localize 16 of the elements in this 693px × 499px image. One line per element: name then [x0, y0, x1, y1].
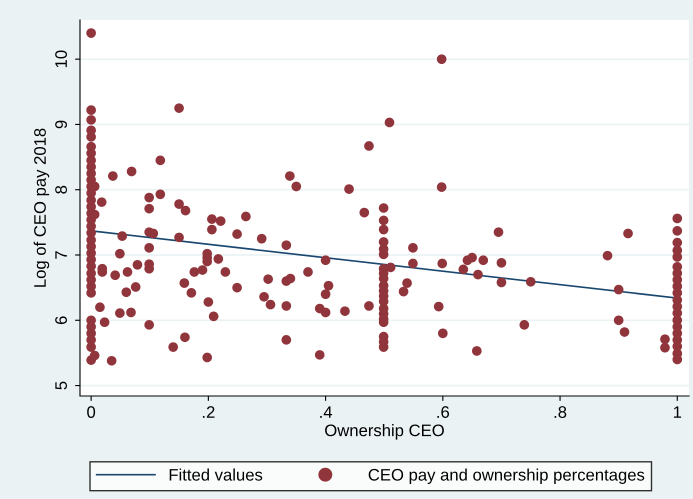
x-tick-label: .8	[554, 406, 566, 418]
y-tick-label: 5	[55, 382, 67, 390]
legend-label: CEO pay and ownership percentages	[368, 468, 644, 484]
y-tick-label: 9	[55, 120, 67, 128]
x-tick-label: 0	[87, 406, 96, 418]
x-tick-label: .4	[320, 406, 332, 418]
x-tick-label: .6	[437, 406, 450, 418]
x-tick-label: .2	[202, 406, 214, 418]
x-axis-title: Ownership CEO	[325, 424, 444, 440]
x-tick-label: 1	[674, 406, 682, 418]
legend-label: Fitted values	[170, 468, 262, 481]
y-tick-label: 10	[55, 50, 67, 68]
y-tick-label: 8	[55, 186, 67, 194]
y-tick-label: 6	[55, 316, 67, 324]
y-axis-title: Log of CEO pay 2018	[34, 128, 50, 287]
y-tick-label: 7	[55, 251, 67, 259]
